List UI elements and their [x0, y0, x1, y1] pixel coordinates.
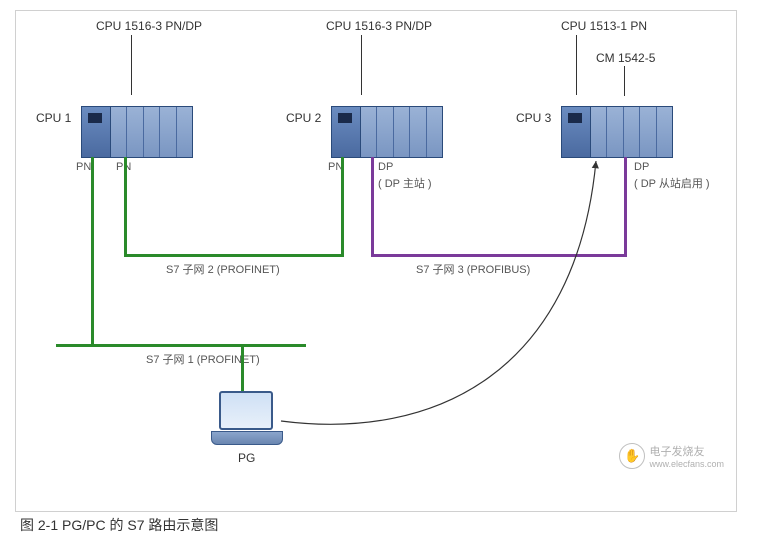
net2-drop-cpu2: [341, 157, 344, 257]
cpu2-port-right: DP: [378, 161, 393, 173]
cpu2-cpu-module: [332, 107, 361, 157]
cpu1-io-module: [144, 107, 160, 157]
cpu3-io-module: [624, 107, 640, 157]
cpu2-leader-line: [361, 35, 362, 95]
diagram-frame: CPU 1516-3 PN/DP CPU 1 PN PN CPU 1516-3 …: [15, 10, 737, 512]
watermark-icon: ✋: [619, 443, 645, 469]
net2-bus: [124, 254, 344, 257]
cpu3-cm-leader-line: [624, 66, 625, 96]
cpu3-port-right-sub: ( DP 从站启用 ): [634, 175, 710, 191]
cpu2-io-module: [361, 107, 377, 157]
cpu3-io-module: [591, 107, 607, 157]
cpu2-io-module: [410, 107, 426, 157]
net3-label: S7 子网 3 (PROFIBUS): [416, 261, 530, 277]
cpu2-rack: [331, 106, 443, 158]
figure-caption: 图 2-1 PG/PC 的 S7 路由示意图: [20, 515, 218, 535]
cpu1-cpu-module: [82, 107, 111, 157]
net3-drop-cpu3: [624, 157, 627, 257]
pg-label: PG: [238, 451, 255, 465]
net1-bus: [56, 344, 306, 347]
net3-drop-cpu2: [371, 157, 374, 257]
cpu1-io-module: [127, 107, 143, 157]
diagram-canvas: CPU 1516-3 PN/DP CPU 1 PN PN CPU 1516-3 …: [0, 0, 763, 539]
cpu1-io-module: [160, 107, 176, 157]
cpu1-type-label: CPU 1516-3 PN/DP: [96, 19, 202, 33]
cpu2-io-module: [427, 107, 442, 157]
pg-screen: [219, 391, 273, 430]
cpu2-type-label: CPU 1516-3 PN/DP: [326, 19, 432, 33]
cpu2-io-module: [394, 107, 410, 157]
watermark-site: 电子发烧友: [649, 443, 724, 459]
cpu2-io-module: [377, 107, 393, 157]
cpu1-io-module: [177, 107, 192, 157]
cpu3-type-label: CPU 1513-1 PN: [561, 19, 647, 33]
route-arrow: [16, 11, 736, 511]
net2-drop-cpu1: [124, 157, 127, 257]
cpu1-rack: [81, 106, 193, 158]
cpu2-port-right-sub: ( DP 主站 ): [378, 175, 432, 191]
cpu3-io-module: [657, 107, 672, 157]
cpu2-name: CPU 2: [286, 111, 321, 125]
net1-drop-cpu1: [91, 157, 94, 347]
net3-bus: [371, 254, 627, 257]
cpu3-port-right: DP: [634, 161, 649, 173]
watermark: ✋ 电子发烧友 www.elecfans.com: [619, 443, 724, 469]
cpu1-io-module: [111, 107, 127, 157]
cpu1-name: CPU 1: [36, 111, 71, 125]
cpu3-cm-label: CM 1542-5: [596, 51, 655, 65]
cpu3-leader-line: [576, 35, 577, 95]
net1-drop-pg: [241, 347, 244, 392]
watermark-url: www.elecfans.com: [649, 459, 724, 469]
net2-label: S7 子网 2 (PROFINET): [166, 261, 280, 277]
cpu3-cpu-module: [562, 107, 591, 157]
cpu3-io-module: [607, 107, 623, 157]
cpu1-leader-line: [131, 35, 132, 95]
cpu3-name: CPU 3: [516, 111, 551, 125]
cpu3-io-module: [640, 107, 656, 157]
cpu3-rack: [561, 106, 673, 158]
cpu1-port-left: PN: [76, 161, 91, 173]
pg-laptop: [211, 391, 281, 446]
watermark-text: 电子发烧友 www.elecfans.com: [649, 443, 724, 469]
pg-base: [211, 431, 283, 445]
